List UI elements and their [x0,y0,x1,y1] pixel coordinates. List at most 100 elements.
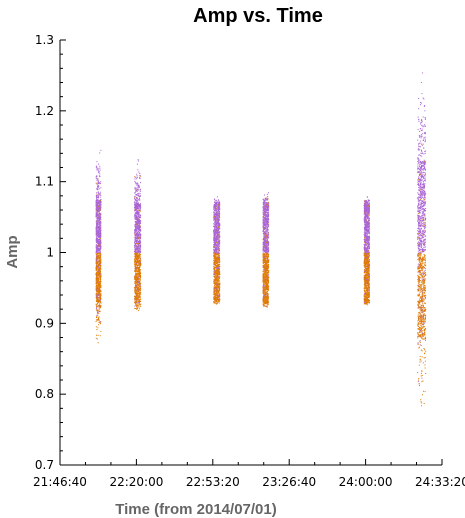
data-point [215,215,217,217]
data-point [264,249,266,251]
data-point [216,303,218,305]
data-point [218,240,220,242]
data-point [217,240,219,242]
data-point [99,218,101,220]
data-point [99,213,101,215]
data-point [134,181,136,183]
data-point [213,245,215,247]
data-point [216,247,218,249]
data-point [135,260,137,262]
data-point [140,245,142,247]
data-point [99,246,101,248]
data-point [100,272,102,274]
data-point [139,291,141,293]
data-point [263,207,265,209]
data-point [97,327,99,329]
data-point [216,295,218,297]
data-point [214,293,216,295]
data-point [96,168,98,170]
data-point [135,281,137,283]
data-point [213,271,215,273]
data-point [137,246,139,248]
data-point [97,255,99,257]
data-point [216,283,218,285]
data-point [136,212,138,214]
data-point [135,290,137,292]
data-point [97,300,99,302]
data-point [217,283,219,285]
data-point [140,237,142,239]
data-point [99,208,101,210]
data-point [215,266,217,268]
data-point [217,268,219,270]
data-point [134,216,136,218]
data-point [136,294,138,296]
data-point [262,263,264,265]
data-point [214,301,216,303]
data-point [215,212,217,214]
data-point [97,300,99,302]
data-point [135,248,137,250]
data-point [98,249,100,251]
data-point [213,242,215,244]
data-point [135,255,137,257]
data-point [217,284,219,286]
data-point [99,230,101,232]
data-point [99,267,101,269]
data-point [98,278,100,280]
data-point [98,260,100,262]
data-point [139,243,141,245]
data-point [216,289,218,291]
data-point [134,233,136,235]
data-point [97,238,99,240]
data-point [217,282,219,284]
data-point [217,256,219,258]
data-point [139,286,140,288]
data-point [97,214,99,216]
data-point [135,210,137,212]
data-point [96,246,98,248]
data-point [137,215,139,217]
data-point [99,295,101,297]
data-point [267,244,269,246]
data-point [134,238,136,240]
data-point [97,187,99,189]
data-point [140,286,142,288]
data-point [97,297,99,299]
data-point [134,307,136,309]
data-point [217,229,219,231]
data-point [213,237,215,239]
data-point [100,275,102,277]
data-point [98,224,100,226]
data-point [100,199,102,201]
data-point [97,220,99,222]
data-point [219,280,221,282]
data-point [134,198,136,200]
data-point [216,289,218,291]
data-point [213,229,215,231]
data-point [139,296,141,298]
data-point [137,203,139,205]
data-point [214,241,216,243]
data-point [219,295,221,297]
data-point [138,300,140,302]
data-point [97,192,99,194]
data-point [135,240,137,242]
data-point [214,270,216,272]
data-point [217,228,219,230]
data-point [136,290,138,292]
data-point [134,280,136,282]
data-point [95,231,97,233]
data-point [97,293,99,295]
data-point [97,318,99,320]
data-point [95,213,97,215]
data-point [138,215,140,217]
data-point [100,257,102,259]
data-point [218,267,220,269]
data-point [99,152,101,154]
data-point [138,296,140,298]
data-point [136,247,138,249]
data-point [98,286,100,288]
data-point [137,293,139,294]
data-point [215,273,217,275]
